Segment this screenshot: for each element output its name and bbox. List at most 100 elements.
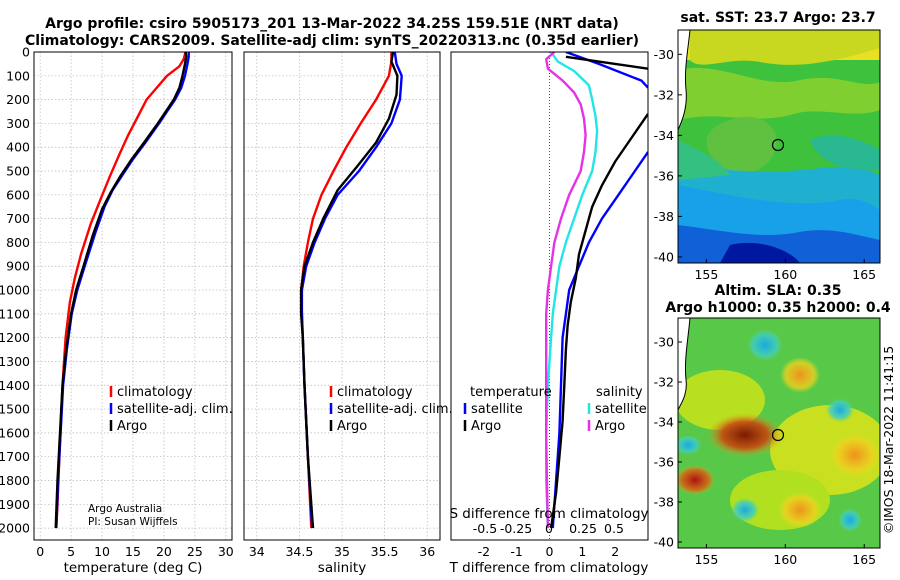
- depth-tick-label: 1000: [0, 283, 30, 298]
- depth-tick-label: 1700: [0, 449, 30, 464]
- difference-tick-label: 2: [611, 544, 619, 559]
- map-lon-tick: 155: [694, 267, 718, 282]
- depth-tick-label: 1300: [0, 354, 30, 369]
- pi-label: PI: Susan Wijffels: [88, 516, 178, 528]
- temperature-tick-label: 0: [36, 544, 44, 559]
- salinity-legend-argo: Argo: [337, 419, 367, 434]
- sst-map-title: sat. SST: 23.7 Argo: 23.7: [680, 10, 875, 26]
- salinity-tick-label: 35: [334, 544, 350, 559]
- map-lat-tick: -30: [654, 47, 674, 62]
- map-lat-tick: -32: [654, 375, 674, 390]
- difference-tick-label: 0: [546, 544, 554, 559]
- depth-tick-label: 2000: [0, 521, 30, 536]
- legend-salinity-title: salinity: [596, 385, 643, 400]
- difference-legend: temperature satellite Argo salinity sate…: [463, 385, 647, 434]
- legend-t-argo: Argo: [471, 419, 501, 434]
- map-lat-tick: -36: [654, 455, 674, 470]
- temperature-tick-label: 30: [218, 544, 234, 559]
- figure-title-line1: Argo profile: csiro 5905173_201 13-Mar-2…: [45, 16, 619, 32]
- temperature-tick-label: 5: [67, 544, 75, 559]
- depth-tick-label: 1900: [0, 497, 30, 512]
- temperature-legend-climatology: climatology: [117, 385, 193, 400]
- temperature-panel: 0100200300400500600700800900100011001200…: [0, 45, 234, 577]
- depth-tick-label: 100: [6, 68, 30, 83]
- legend-temperature-title: temperature: [470, 385, 552, 400]
- depth-tick-label: 1500: [0, 402, 30, 417]
- salinity-panel: 34 34.5 35 35.5 36 salinity climatology sate…: [243, 51, 453, 576]
- difference-tick-label: -1: [510, 544, 522, 559]
- depth-tick-label: 0: [22, 45, 30, 60]
- salinity-series-argo: [299, 52, 399, 529]
- s-tick-2: 0: [545, 521, 553, 536]
- depth-tick-label: 1800: [0, 473, 30, 488]
- sla-map-title-2: Argo h1000: 0.35 h2000: 0.4: [665, 300, 891, 316]
- figure-title-line2: Climatology: CARS2009. Satellite-adj cli…: [25, 33, 639, 49]
- sla-argo-marker: [771, 428, 785, 442]
- salinity-legend-satellite: satellite-adj. clim.: [337, 402, 453, 417]
- sla-map-title-1: Altim. SLA: 0.35: [714, 283, 841, 299]
- s-tick-0: -0.5: [473, 521, 497, 536]
- salinity-tick-label: 36: [419, 544, 435, 559]
- depth-tick-label: 200: [6, 92, 30, 107]
- s-tick-3: 0.25: [569, 521, 597, 536]
- salinity-tick-label: 34.5: [285, 544, 313, 559]
- depth-tick-label: 1200: [0, 330, 30, 345]
- sla-map: Altim. SLA: 0.35 Argo h1000: 0.35 h2000:…: [654, 283, 891, 567]
- temperature-legend: climatology satellite-adj. clim. Argo: [109, 385, 233, 434]
- depth-tick-label: 500: [6, 164, 30, 179]
- difference-series-t-argo-lower: [549, 113, 648, 529]
- legend-t-satellite: satellite: [471, 402, 523, 417]
- salinity-tick-label: 34: [249, 544, 265, 559]
- sst-argo-marker: [771, 138, 785, 152]
- map-lat-tick: -38: [654, 495, 674, 510]
- map-lon-tick: 155: [694, 552, 718, 567]
- difference-series-t-argo: [565, 55, 648, 70]
- legend-s-satellite: satellite: [595, 402, 647, 417]
- temperature-tick-label: 25: [187, 544, 203, 559]
- argo-australia-label: Argo Australia: [88, 503, 162, 515]
- depth-tick-label: 400: [6, 140, 30, 155]
- sst-map: sat. SST: 23.7 Argo: 23.7 155 160 165 -30 -3…: [654, 10, 881, 282]
- salinity-xlabel: salinity: [318, 560, 366, 576]
- temperature-series-argo: [54, 52, 188, 529]
- map-lat-tick: -32: [654, 87, 674, 102]
- s-scale-ticks: -0.5 -0.25 0 0.25 0.5: [473, 521, 624, 536]
- salinity-tick-label: 35.5: [371, 544, 399, 559]
- map-lat-tick: -34: [654, 415, 674, 430]
- difference-xlabel: T difference from climatology: [449, 560, 649, 576]
- difference-series-t-satellite-lower: [551, 151, 648, 529]
- map-lat-tick: -30: [654, 335, 674, 350]
- salinity-legend: climatology satellite-adj. clim. Argo: [329, 385, 453, 434]
- temperature-xlabel: temperature (deg C): [64, 560, 203, 576]
- legend-s-argo: Argo: [595, 419, 625, 434]
- depth-tick-label: 900: [6, 259, 30, 274]
- map-lat-tick: -36: [654, 168, 674, 183]
- difference-series-s-argo: [545, 52, 587, 529]
- s-tick-4: 0.5: [604, 521, 624, 536]
- map-lon-tick: 160: [773, 552, 797, 567]
- difference-series-t-satellite: [565, 52, 648, 89]
- map-lon-tick: 160: [773, 267, 797, 282]
- salinity-legend-climatology: climatology: [337, 385, 413, 400]
- depth-tick-label: 300: [6, 116, 30, 131]
- difference-panel: -2 -1 0 1 2 T difference from climatology S …: [449, 51, 649, 576]
- temperature-legend-argo: Argo: [117, 419, 147, 434]
- depth-tick-label: 1100: [0, 306, 30, 321]
- temperature-tick-label: 15: [125, 544, 141, 559]
- difference-tick-label: 1: [578, 544, 586, 559]
- map-lat-tick: -38: [654, 209, 674, 224]
- s-difference-label: S difference from climatology: [449, 506, 648, 522]
- s-tick-1: -0.25: [500, 521, 532, 536]
- map-lat-tick: -34: [654, 128, 674, 143]
- imos-credit: ©IMOS 18-Mar-2022 11:41:15: [881, 346, 896, 534]
- depth-tick-label: 700: [6, 211, 30, 226]
- map-lon-tick: 165: [852, 267, 876, 282]
- depth-tick-label: 1400: [0, 378, 30, 393]
- temperature-legend-satellite: satellite-adj. clim.: [117, 402, 233, 417]
- depth-tick-label: 600: [6, 187, 30, 202]
- temperature-tick-label: 10: [94, 544, 110, 559]
- map-lon-tick: 165: [852, 552, 876, 567]
- temperature-tick-label: 20: [156, 544, 172, 559]
- map-lat-tick: -40: [654, 249, 674, 264]
